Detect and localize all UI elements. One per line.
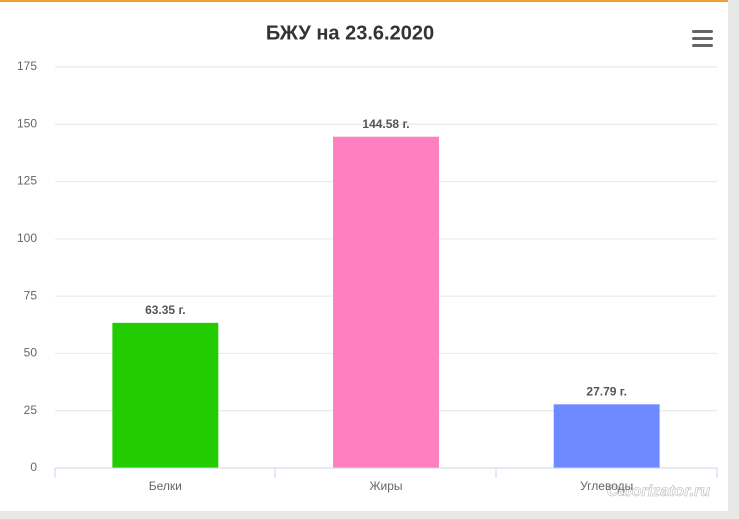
- value-label: 63.35 г.: [145, 303, 186, 317]
- x-tick-label: Белки: [149, 479, 182, 493]
- menu-bar: [692, 44, 713, 47]
- x-tick-label: Углеводы: [580, 479, 633, 493]
- y-tick-label: 75: [24, 288, 38, 302]
- y-tick-label: 25: [24, 403, 38, 417]
- chart-title: БЖУ на 23.6.2020: [266, 22, 434, 44]
- value-label: 144.58 г.: [362, 117, 409, 131]
- watermark: Calorizator.ru: [607, 483, 710, 500]
- y-tick-label: 150: [17, 116, 37, 130]
- x-tick-label: Жиры: [369, 479, 402, 493]
- y-tick-label: 50: [24, 346, 38, 360]
- menu-bar: [692, 37, 713, 40]
- menu-button[interactable]: [692, 30, 713, 47]
- y-tick-label: 0: [30, 460, 37, 474]
- y-tick-label: 175: [17, 59, 37, 73]
- bar: [112, 322, 219, 468]
- bottom-border: [0, 511, 739, 519]
- bar: [553, 404, 660, 468]
- menu-bar: [692, 30, 713, 33]
- right-border: [728, 0, 739, 519]
- value-label: 27.79 г.: [586, 384, 627, 398]
- bar: [333, 136, 439, 468]
- y-tick-label: 100: [17, 231, 37, 245]
- y-tick-label: 125: [17, 174, 37, 188]
